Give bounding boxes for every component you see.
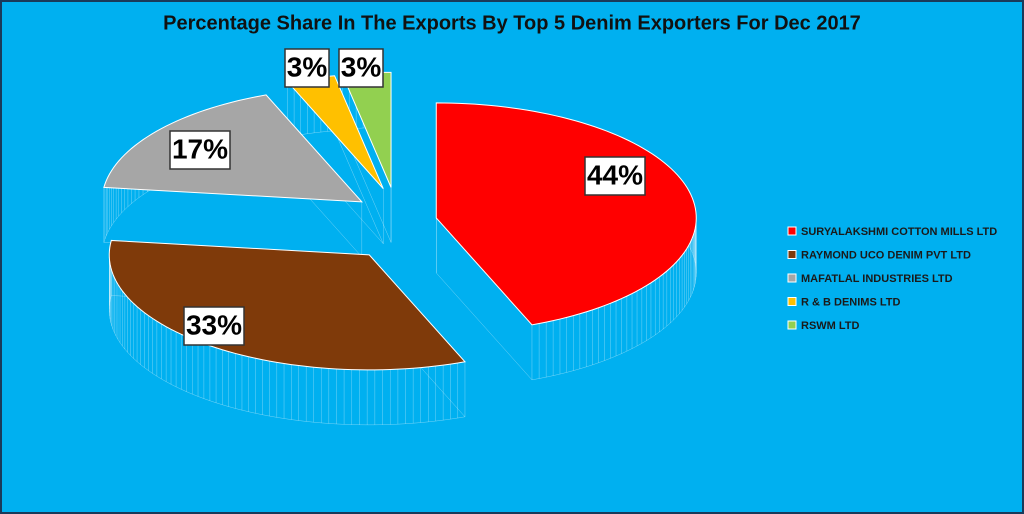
data-label-box — [183, 306, 245, 346]
legend-label: RAYMOND UCO DENIM PVT LTD — [801, 249, 971, 261]
legend-swatch — [787, 273, 797, 283]
legend-swatch — [787, 250, 797, 259]
data-label: 44% — [587, 159, 643, 190]
data-label-group: 3% — [338, 48, 384, 88]
data-label: 17% — [172, 133, 228, 164]
data-label-group: 33% — [183, 306, 245, 346]
data-label-box — [284, 48, 330, 88]
legend-swatch — [787, 320, 797, 330]
legend-label: SURYALAKSHMI COTTON MILLS LTD — [801, 226, 997, 238]
slice — [103, 94, 363, 203]
legend-swatch — [787, 226, 797, 236]
data-label: 3% — [341, 51, 382, 82]
legend-swatch — [787, 297, 797, 306]
data-label-group: 44% — [584, 156, 646, 196]
legend-label: MAFATLAL INDUSTRIES LTD — [801, 273, 953, 285]
data-label-group: 3% — [284, 48, 330, 88]
data-label-group: 17% — [169, 130, 231, 170]
chart-title: Percentage Share In The Exports By Top 5… — [163, 12, 861, 34]
data-label: 3% — [287, 51, 328, 82]
legend-label: RSWM LTD — [801, 320, 860, 332]
data-label-box — [338, 48, 384, 88]
legend-label: R & B DENIMS LTD — [801, 296, 900, 308]
data-label-box — [584, 156, 646, 196]
data-label-box — [169, 130, 231, 170]
data-label: 33% — [186, 309, 242, 340]
